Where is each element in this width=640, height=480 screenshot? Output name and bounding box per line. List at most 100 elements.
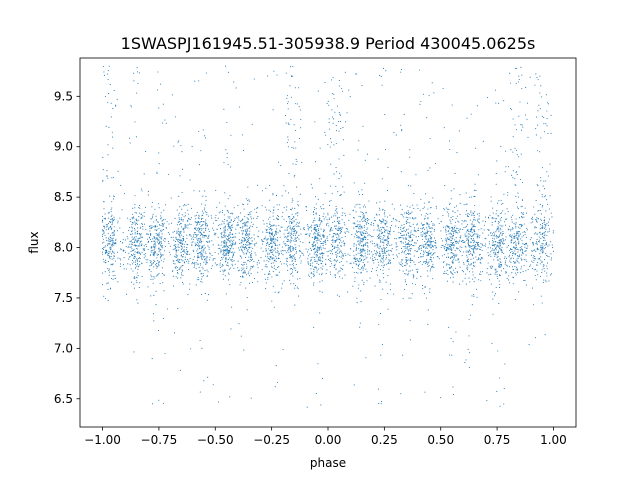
data-point — [400, 226, 402, 228]
data-point — [407, 218, 409, 220]
data-point — [474, 241, 476, 243]
data-point — [206, 223, 208, 225]
data-point — [307, 255, 310, 257]
data-point — [532, 243, 534, 245]
data-point — [503, 268, 505, 270]
data-point — [399, 204, 402, 206]
data-point — [401, 214, 403, 216]
data-point — [334, 111, 336, 113]
data-point — [109, 271, 111, 273]
data-point — [201, 224, 203, 227]
data-point — [470, 235, 472, 237]
data-point — [232, 261, 234, 263]
data-point — [133, 217, 135, 219]
data-point — [161, 220, 163, 222]
data-point — [233, 254, 235, 256]
data-point — [399, 269, 401, 271]
data-point — [146, 233, 148, 235]
data-point — [338, 236, 340, 238]
data-point — [427, 213, 429, 215]
data-point — [377, 225, 379, 227]
data-point — [239, 106, 241, 108]
data-point — [410, 259, 412, 261]
data-point — [446, 240, 448, 242]
data-point — [135, 276, 137, 278]
data-point — [386, 232, 388, 234]
data-point — [499, 239, 501, 241]
data-point — [120, 184, 122, 187]
data-point — [141, 222, 143, 224]
data-point — [344, 252, 346, 255]
data-point — [223, 245, 225, 247]
data-point — [174, 217, 176, 219]
data-point — [498, 200, 500, 202]
data-point — [497, 277, 499, 280]
data-point — [249, 226, 251, 229]
data-point — [112, 198, 115, 200]
data-point — [138, 219, 140, 221]
data-point — [198, 215, 200, 217]
data-point — [156, 263, 158, 265]
data-point — [123, 268, 125, 270]
data-point — [382, 269, 384, 271]
data-point — [156, 221, 158, 223]
data-point — [413, 245, 415, 247]
data-point — [219, 202, 221, 204]
data-point — [207, 245, 209, 247]
data-point — [385, 257, 388, 259]
data-point — [511, 255, 513, 257]
data-point — [521, 213, 523, 215]
data-point — [277, 215, 279, 217]
data-point — [320, 404, 322, 406]
data-point — [267, 218, 270, 220]
data-point — [387, 262, 389, 264]
data-point — [356, 220, 358, 222]
data-point — [488, 274, 490, 276]
data-point — [338, 112, 340, 114]
data-point — [190, 217, 192, 219]
data-point — [275, 269, 277, 271]
data-point — [318, 214, 321, 217]
data-point — [470, 210, 472, 212]
data-point — [131, 221, 133, 224]
data-point — [481, 249, 483, 251]
data-point — [198, 241, 200, 243]
data-point — [526, 227, 528, 229]
data-point — [361, 249, 363, 251]
data-point — [359, 221, 361, 223]
data-point — [342, 139, 344, 141]
data-point — [250, 250, 253, 252]
data-point — [313, 214, 315, 216]
data-point — [480, 273, 482, 276]
data-point — [544, 334, 546, 336]
data-point — [466, 235, 468, 237]
data-point — [227, 222, 230, 224]
data-point — [176, 272, 179, 274]
data-point — [427, 218, 429, 220]
data-point — [331, 243, 333, 246]
data-point — [376, 252, 378, 254]
data-point — [543, 131, 545, 133]
data-point — [111, 253, 113, 255]
data-point — [331, 253, 334, 255]
data-point — [277, 274, 279, 276]
data-point — [539, 239, 541, 241]
data-point — [388, 230, 391, 232]
data-point — [107, 254, 109, 256]
data-point — [184, 256, 186, 258]
data-point — [498, 263, 500, 265]
data-point — [104, 234, 106, 236]
data-point — [510, 261, 512, 263]
data-point — [206, 256, 208, 258]
data-point — [368, 219, 370, 221]
data-point — [290, 273, 292, 275]
data-point — [338, 158, 340, 160]
data-point — [459, 231, 461, 233]
data-point — [214, 232, 216, 234]
data-point — [453, 245, 455, 247]
data-point — [551, 216, 553, 218]
data-point — [134, 231, 136, 233]
data-point — [409, 249, 411, 251]
data-point — [547, 221, 549, 223]
data-point — [389, 230, 391, 232]
